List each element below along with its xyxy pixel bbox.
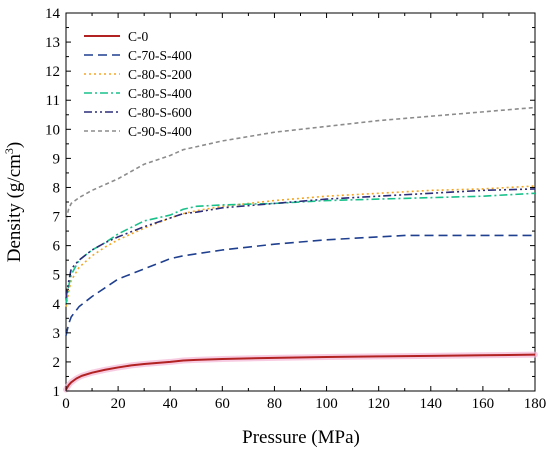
- series-line-1: [65, 234, 535, 336]
- legend-label-0: C-0: [128, 29, 149, 44]
- y-tick-label-3: 4: [53, 297, 61, 313]
- series-line-3: [65, 192, 536, 304]
- y-tick-label-0: 1: [53, 384, 61, 400]
- y-tick-label-9: 10: [45, 122, 60, 138]
- y-axis-title-superscript: 3: [2, 148, 16, 154]
- x-tick-label-7: 140: [420, 396, 443, 412]
- x-tick-label-4: 80: [267, 396, 282, 412]
- x-tick-label-2: 40: [163, 396, 178, 412]
- x-tick-label-3: 60: [215, 396, 230, 412]
- axes-group: 0 20 40 60 80 100 120 140 160 1801234567891011121…: [45, 6, 546, 412]
- y-axis-title: Density (g/cm3): [2, 142, 25, 263]
- y-tick-label-2: 3: [53, 326, 61, 342]
- legend-label-4: C-80-S-600: [128, 105, 192, 120]
- x-axis-title: Pressure (MPa): [242, 427, 360, 448]
- x-tick-label-8: 160: [472, 396, 495, 412]
- y-axis-title-suffix: ): [4, 142, 25, 148]
- x-tick-label-6: 120: [367, 396, 390, 412]
- series-line-band-0: [63, 351, 538, 393]
- y-tick-label-7: 8: [53, 180, 61, 196]
- x-tick-label-0: 0: [62, 396, 70, 412]
- x-tick-label-1: 20: [111, 396, 126, 412]
- series-group: [63, 106, 538, 393]
- x-tick-label-5: 100: [315, 396, 338, 412]
- y-tick-label-8: 9: [53, 151, 61, 167]
- y-tick-label-5: 6: [53, 239, 61, 255]
- y-tick-label-13: 14: [45, 6, 61, 22]
- legend-label-3: C-80-S-400: [128, 86, 192, 101]
- series-line-0: [65, 353, 536, 391]
- y-tick-label-12: 13: [45, 35, 60, 51]
- x-tick-label-9: 180: [524, 396, 547, 412]
- y-tick-label-10: 11: [46, 93, 60, 109]
- y-axis-title-prefix: Density (g/cm: [4, 154, 25, 262]
- series-line-5: [65, 106, 536, 220]
- series-line-4: [65, 188, 536, 299]
- y-tick-label-6: 7: [53, 210, 61, 226]
- legend-label-5: C-90-S-400: [128, 124, 192, 139]
- y-tick-label-11: 12: [45, 64, 60, 80]
- legend-label-2: C-80-S-200: [128, 67, 192, 82]
- y-tick-label-1: 2: [53, 355, 61, 371]
- series-line-2: [65, 185, 536, 307]
- y-tick-label-4: 5: [53, 268, 61, 284]
- legend: C-0 C-70-S-400 C-80-S-200 C-80-S-400 C-80-S-…: [84, 29, 192, 139]
- legend-label-1: C-70-S-400: [128, 48, 192, 63]
